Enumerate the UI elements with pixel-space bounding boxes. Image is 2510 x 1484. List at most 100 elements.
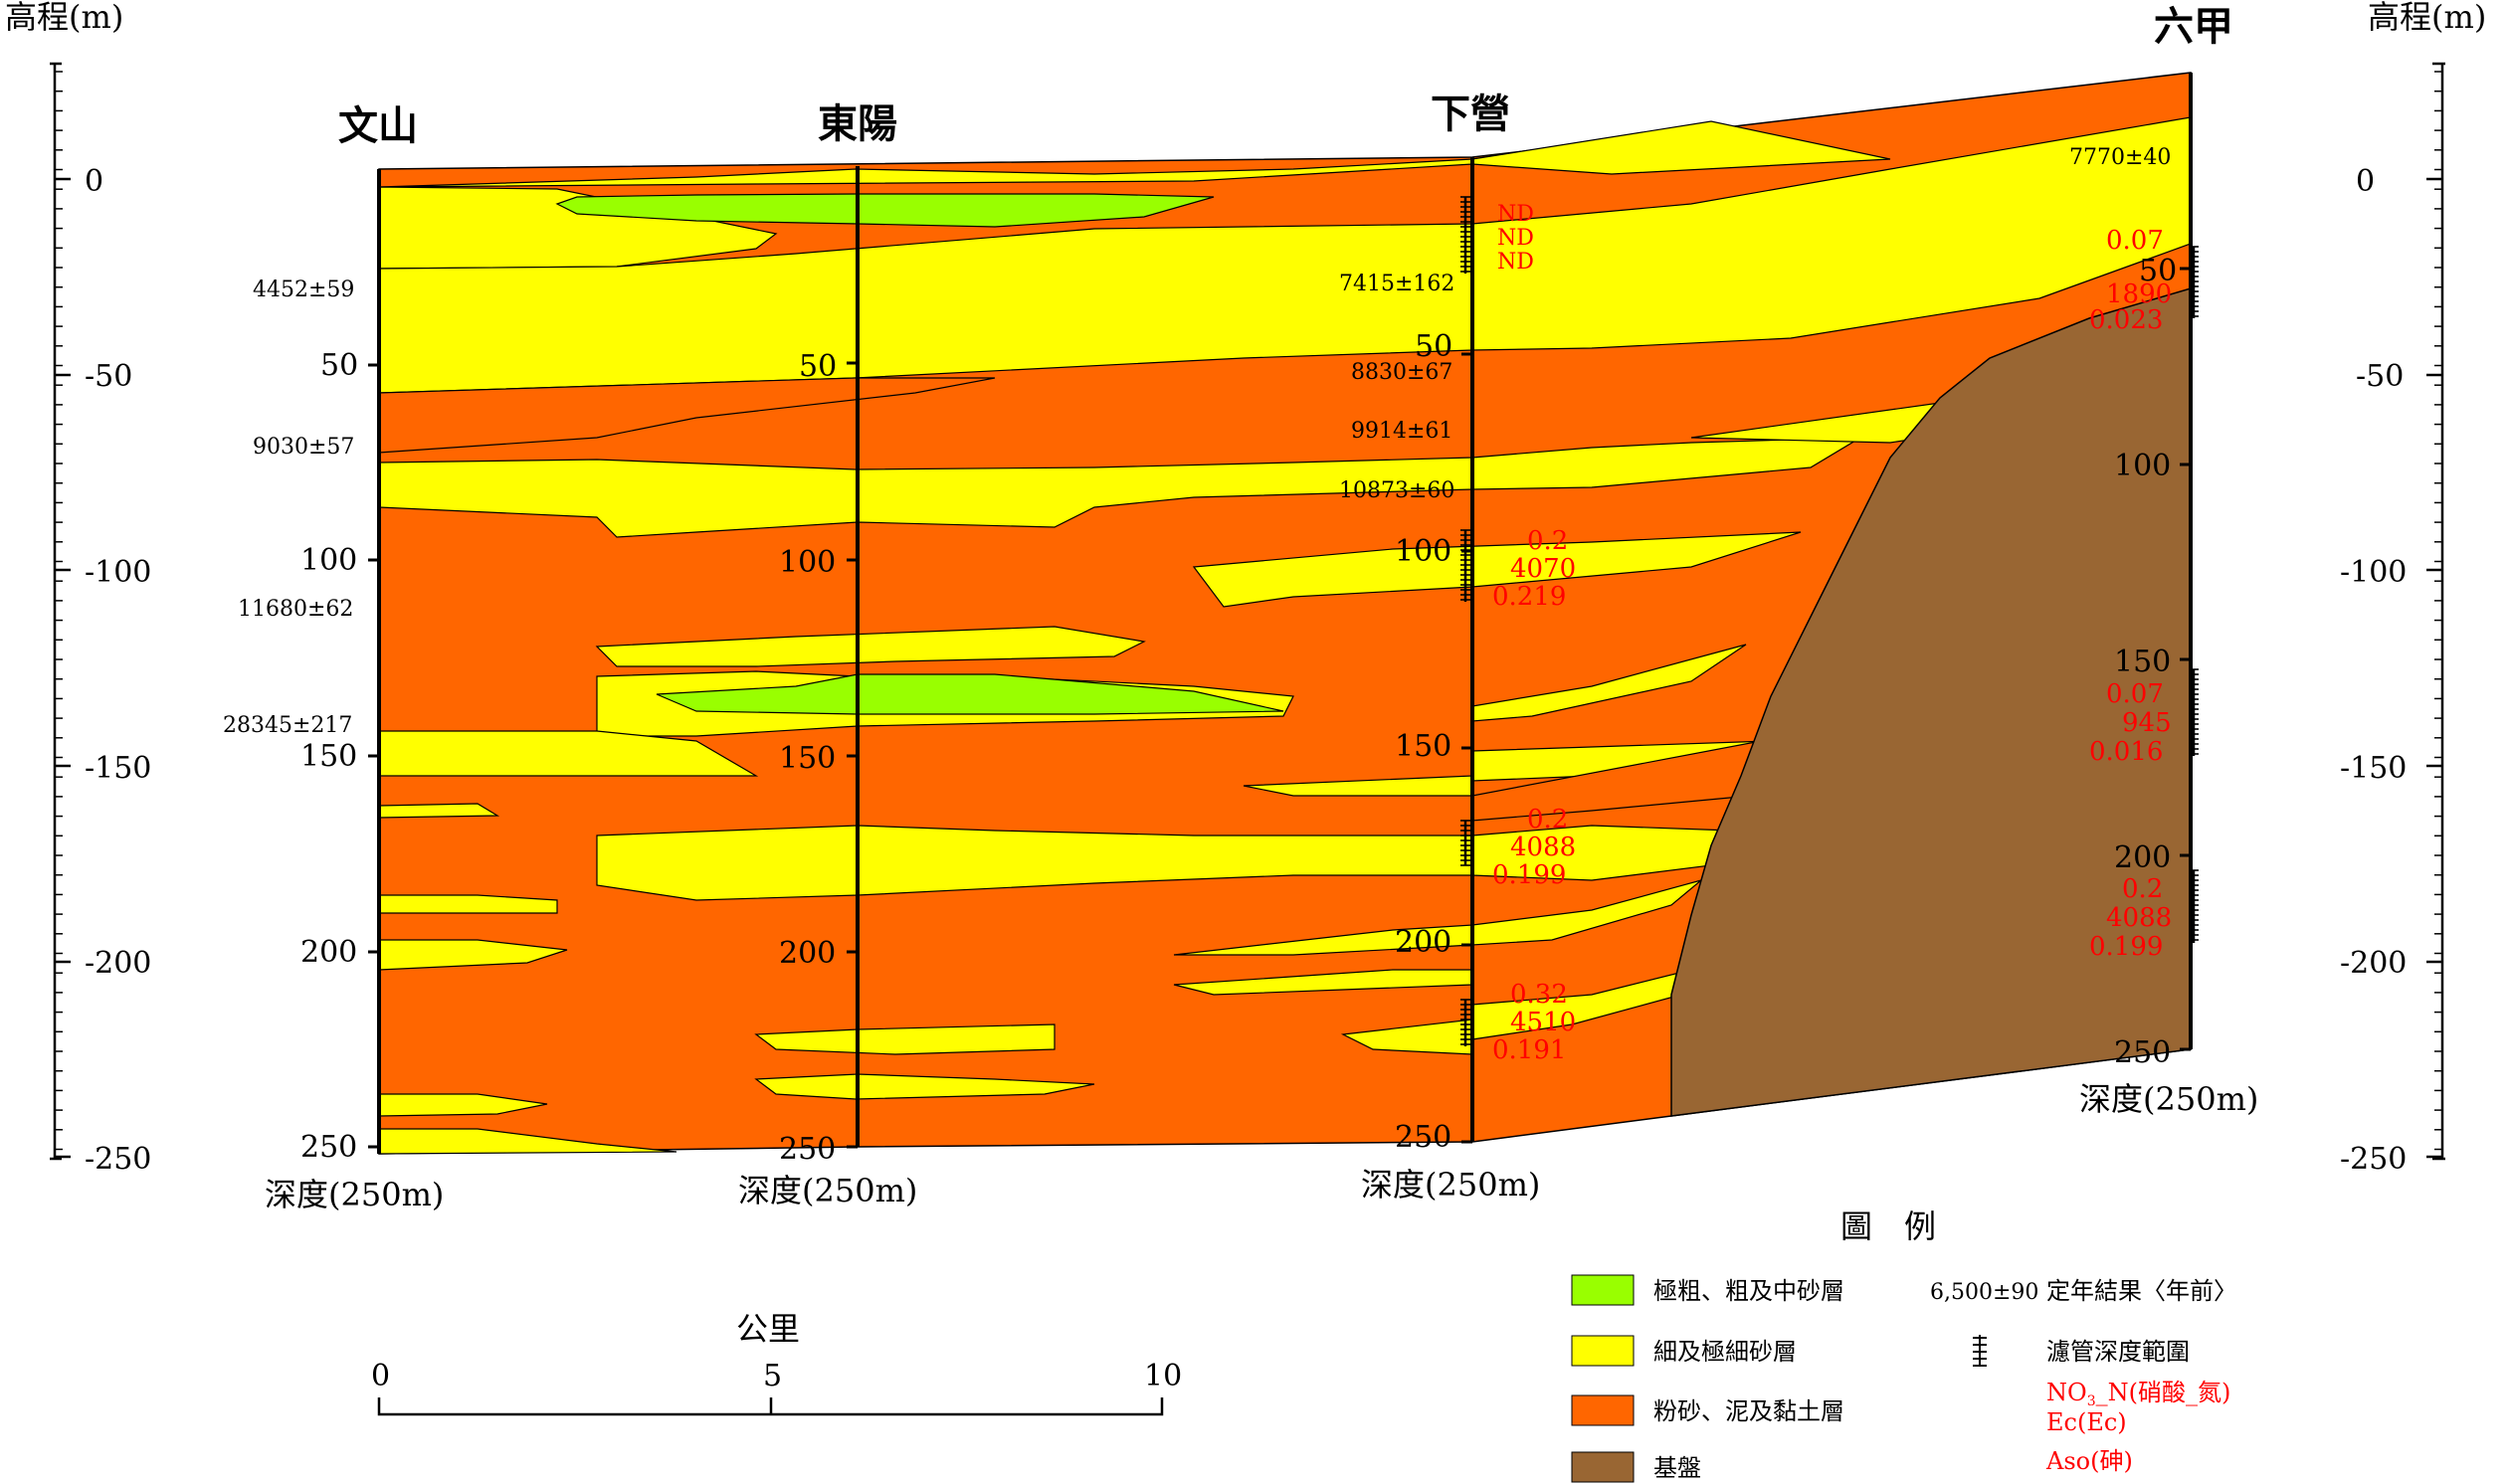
fine-sand-band-8 bbox=[595, 626, 1146, 667]
xiaying-depth-label: 深度(250m) bbox=[1361, 1166, 1540, 1204]
xiaying-chem2-no3: 0.2 bbox=[1527, 805, 1568, 835]
left-tick-250: -250 bbox=[85, 1142, 151, 1177]
xiaying-chem3-ec: 4510 bbox=[1510, 1008, 1576, 1037]
screen-interval-icon bbox=[1973, 1335, 1987, 1367]
xiaying-chem1-ec: 4070 bbox=[1510, 554, 1576, 584]
wenshan-depth-50: 50 bbox=[320, 348, 358, 383]
coarse-sand-layers bbox=[555, 193, 1284, 715]
liujia-depth-50: 50 bbox=[2139, 254, 2177, 288]
xiaying-depth-100: 100 bbox=[1395, 534, 1451, 569]
liujia-chem1-no3: 0.07 bbox=[2106, 226, 2164, 256]
legend-label-silt-clay: 粉砂、泥及黏土層 bbox=[1653, 1397, 1844, 1425]
liujia-chem2-no3: 0.07 bbox=[2106, 679, 2164, 709]
legend-label-fine-sand: 細及極細砂層 bbox=[1653, 1338, 1797, 1366]
legend-title: 圖 例 bbox=[1840, 1207, 1936, 1245]
fine-sand-band-16 bbox=[596, 825, 1473, 901]
dongyang-depth-250: 250 bbox=[779, 1132, 836, 1167]
xiaying-depth-200: 200 bbox=[1395, 925, 1451, 960]
wenshan-depth-100: 100 bbox=[300, 543, 357, 578]
right-tick-200: -200 bbox=[2340, 946, 2407, 981]
fine-sand-band-4 bbox=[378, 377, 996, 454]
xiaying-age-3: 9914±61 bbox=[1351, 419, 1452, 444]
xiaying-age-2: 8830±67 bbox=[1351, 360, 1452, 385]
cross-section-body bbox=[378, 72, 2192, 1155]
well-name-liujia: 六甲 bbox=[2154, 3, 2233, 50]
legend-swatch-coarse-sand bbox=[1571, 1274, 1635, 1306]
wenshan-age-1: 4452±59 bbox=[253, 278, 354, 302]
wenshan-age-3: 11680±62 bbox=[238, 597, 353, 622]
legend-screen-desc: 濾管深度範圍 bbox=[2046, 1338, 2190, 1366]
well-xiaying: 下營 50 100 150 200 250 7415±162 8830±67 9… bbox=[1339, 91, 1576, 1204]
right-tick-50: -50 bbox=[2356, 359, 2404, 394]
right-tick-100: -100 bbox=[2340, 555, 2407, 590]
xiaying-chem1-aso: 0.219 bbox=[1492, 582, 1566, 612]
xiaying-depth-150: 150 bbox=[1395, 729, 1451, 764]
fine-sand-band-5 bbox=[378, 437, 1863, 538]
fine-sand-band-26 bbox=[754, 1073, 1095, 1100]
dongyang-depth-200: 200 bbox=[779, 936, 836, 971]
scale-tick-5: 5 bbox=[763, 1359, 782, 1393]
xiaying-age-1: 7415±162 bbox=[1339, 272, 1454, 296]
legend-chem-no3-subscript: 3 bbox=[2087, 1393, 2096, 1409]
wenshan-depth-150: 150 bbox=[300, 739, 357, 774]
liujia-screen-intervals bbox=[2189, 246, 2199, 943]
xiaying-nd-2: ND bbox=[1497, 226, 1534, 251]
coarse-sand-lens-1 bbox=[555, 193, 1215, 228]
legend-chem-no3: NO3_N(硝酸_氮) bbox=[2046, 1379, 2230, 1409]
xiaying-chem2-aso: 0.199 bbox=[1492, 860, 1566, 890]
dongyang-depth-150: 150 bbox=[779, 741, 836, 776]
dongyang-depth-50: 50 bbox=[799, 349, 837, 384]
dongyang-depth-100: 100 bbox=[779, 545, 836, 580]
legend-swatch-bedrock bbox=[1571, 1451, 1635, 1483]
xiaying-age-4: 10873±60 bbox=[1339, 478, 1454, 503]
liujia-depth-200: 200 bbox=[2114, 840, 2171, 875]
xiaying-chem2-ec: 4088 bbox=[1510, 833, 1576, 862]
right-elevation-axis: 高程(m) 0 -50 -100 -150 -200 -250 bbox=[2340, 0, 2486, 1177]
wenshan-age-4: 28345±217 bbox=[223, 713, 352, 738]
legend-age-sample: 6,500±90 bbox=[1930, 1280, 2038, 1305]
legend: 圖 例 極粗、粗及中砂層 細及極細砂層 粉砂、泥及黏土層 基盤 6,500±90… bbox=[1571, 1207, 2237, 1483]
legend-chem-ec: Ec(Ec) bbox=[2046, 1408, 2127, 1436]
scale-bar-title: 公里 bbox=[736, 1310, 800, 1348]
legend-chem-no3-rest: _N(硝酸_氮) bbox=[2096, 1379, 2231, 1406]
xiaying-chem3-no3: 0.32 bbox=[1510, 980, 1568, 1010]
legend-chem-aso: Aso(砷) bbox=[2045, 1447, 2133, 1475]
liujia-depth-150: 150 bbox=[2114, 645, 2171, 679]
well-dongyang: 東陽 50 100 150 200 250 深度(250m) bbox=[738, 100, 917, 1209]
bedrock bbox=[1670, 286, 2192, 1117]
fine-sand-band-15 bbox=[378, 803, 500, 819]
well-name-wenshan: 文山 bbox=[338, 102, 418, 149]
xiaying-nd-1: ND bbox=[1497, 202, 1534, 227]
right-axis-title: 高程(m) bbox=[2368, 0, 2486, 36]
wenshan-depth-200: 200 bbox=[300, 935, 357, 970]
liujia-chem3-no3: 0.2 bbox=[2122, 874, 2163, 904]
xiaying-depth-50: 50 bbox=[1415, 329, 1452, 364]
legend-swatch-fine-sand bbox=[1571, 1335, 1635, 1367]
left-tick-50: -50 bbox=[85, 359, 132, 394]
xiaying-depth-250: 250 bbox=[1395, 1120, 1451, 1155]
liujia-chem1-ec: 1890 bbox=[2106, 279, 2172, 309]
left-tick-0: 0 bbox=[85, 164, 103, 199]
coarse-sand-lens-2 bbox=[656, 673, 1284, 715]
wenshan-depth-label: 深度(250m) bbox=[265, 1176, 444, 1213]
xiaying-chem1-no3: 0.2 bbox=[1527, 526, 1568, 556]
wenshan-depth-250: 250 bbox=[300, 1130, 357, 1165]
well-wenshan: 文山 50 100 150 200 250 4452±59 9030±57 11… bbox=[223, 102, 444, 1213]
legend-label-coarse-sand: 極粗、粗及中砂層 bbox=[1653, 1277, 1844, 1305]
xiaying-nd-3: ND bbox=[1497, 250, 1534, 275]
liujia-age-1: 7770±40 bbox=[2069, 145, 2171, 170]
liujia-chem2-ec: 945 bbox=[2122, 708, 2172, 738]
left-elevation-axis: 高程(m) 0 -50 -100 -150 -200 -250 bbox=[5, 0, 151, 1177]
right-tick-150: -150 bbox=[2340, 751, 2407, 786]
right-tick-0: 0 bbox=[2356, 164, 2375, 199]
well-liujia: 六甲 50 100 150 200 250 7770±40 0.07 1890 … bbox=[2069, 3, 2258, 1118]
liujia-chem3-aso: 0.199 bbox=[2089, 932, 2163, 962]
liujia-depth-100: 100 bbox=[2114, 449, 2171, 483]
scale-tick-10: 10 bbox=[1144, 1359, 1182, 1393]
xiaying-screen-intervals bbox=[1460, 196, 1470, 1046]
xiaying-chem3-aso: 0.191 bbox=[1492, 1035, 1566, 1065]
dongyang-depth-label: 深度(250m) bbox=[738, 1172, 917, 1209]
liujia-chem3-ec: 4088 bbox=[2106, 903, 2172, 933]
legend-label-bedrock: 基盤 bbox=[1653, 1454, 1701, 1482]
